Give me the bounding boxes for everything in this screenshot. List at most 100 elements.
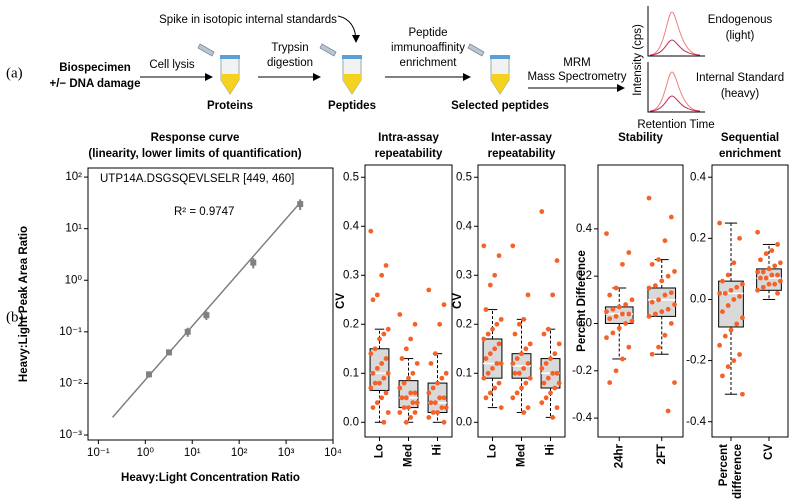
y-tick-label: 0.2 xyxy=(456,318,472,330)
data-point xyxy=(443,370,449,376)
data-point xyxy=(760,269,766,275)
data-point xyxy=(443,405,449,410)
data-point xyxy=(775,242,780,247)
data-point xyxy=(485,370,491,376)
data-point xyxy=(383,390,389,396)
data-point xyxy=(519,385,524,391)
data-point xyxy=(758,257,763,263)
y-tick-label: 0.3 xyxy=(456,269,472,281)
data-point xyxy=(514,356,520,361)
data-point xyxy=(397,312,403,317)
step-label: immunoaffinity xyxy=(391,42,465,54)
plot-frame xyxy=(87,167,334,441)
data-point xyxy=(374,365,380,371)
x-axis-label: Heavy:Light Concentration Ratio xyxy=(121,472,300,484)
y-tick-label: 0.0 xyxy=(456,416,472,428)
data-point xyxy=(662,332,668,338)
y-tick-label: -0.4 xyxy=(572,412,592,424)
y-tick-label: 10⁻² xyxy=(59,377,82,389)
data-point xyxy=(668,321,674,326)
data-point xyxy=(717,342,722,348)
data-point xyxy=(543,361,549,366)
plot-frame xyxy=(477,164,566,438)
data-point xyxy=(659,309,665,315)
y-tick-label: 0.2 xyxy=(576,270,592,282)
data-point xyxy=(629,297,635,303)
box xyxy=(482,338,503,379)
data-point xyxy=(734,284,740,290)
data-point xyxy=(652,283,658,289)
data-point xyxy=(769,248,775,253)
data-point xyxy=(610,330,616,336)
step-label: enrichment xyxy=(400,57,458,69)
data-point xyxy=(374,292,380,298)
data-point xyxy=(412,410,418,415)
data-point xyxy=(545,326,551,332)
data-point xyxy=(401,405,407,410)
y-tick-label: -0.2 xyxy=(572,365,592,377)
data-point xyxy=(385,410,391,415)
data-point xyxy=(613,285,619,291)
data-point xyxy=(610,306,616,312)
arrow xyxy=(337,15,360,43)
step-label: +/− DNA damage xyxy=(50,78,141,90)
data-point xyxy=(426,390,432,396)
data-point xyxy=(552,385,558,391)
data-point xyxy=(652,311,658,317)
data-point xyxy=(613,313,619,319)
data-point xyxy=(760,284,766,290)
tube-icon xyxy=(341,54,363,95)
data-point xyxy=(620,311,625,317)
data-point xyxy=(763,251,769,257)
data-point xyxy=(414,361,420,366)
x-tick-label: Lo xyxy=(374,444,386,458)
data-point xyxy=(377,336,382,342)
data-point xyxy=(483,307,489,312)
data-point xyxy=(740,281,745,287)
data-point xyxy=(374,400,380,406)
data-point xyxy=(550,292,556,298)
data-point xyxy=(410,400,416,406)
step-label: Trypsin xyxy=(271,42,308,54)
x-tick-label: Med xyxy=(403,444,415,467)
chart-title: Sequential xyxy=(721,132,779,144)
data-point xyxy=(539,365,545,371)
data-point xyxy=(717,220,722,226)
data-point xyxy=(184,328,191,335)
panel-a: (a) Biospecimen +/− DNA damage Cell lysi… xyxy=(6,6,784,131)
chart-title: Intra-assay xyxy=(378,132,439,144)
data-point xyxy=(539,209,545,214)
data-point xyxy=(430,410,436,415)
data-point xyxy=(543,395,549,401)
x-tick-label: Hi xyxy=(432,444,444,456)
data-point xyxy=(481,375,487,381)
data-point xyxy=(662,292,668,298)
data-point xyxy=(370,370,376,376)
pipette-icon xyxy=(319,43,337,57)
data-point xyxy=(656,297,661,303)
data-point xyxy=(385,326,391,332)
data-point xyxy=(755,229,760,235)
data-point xyxy=(490,326,495,332)
chart-title: Stability xyxy=(618,132,663,144)
data-point xyxy=(550,414,556,420)
data-point xyxy=(381,331,387,337)
data-point xyxy=(613,368,619,374)
data-point xyxy=(665,408,671,414)
data-point xyxy=(250,259,257,266)
step-label: Mass Spectrometry xyxy=(527,71,626,83)
data-point xyxy=(550,370,556,376)
data-point xyxy=(521,410,527,415)
step-label: Cell lysis xyxy=(149,59,195,71)
data-point xyxy=(626,311,632,317)
data-point xyxy=(740,315,745,321)
data-point xyxy=(437,321,443,327)
data-point xyxy=(775,272,780,278)
data-point xyxy=(607,316,613,322)
x-tick-label: 10⁰ xyxy=(137,447,155,459)
data-point xyxy=(541,331,547,337)
plot-frame xyxy=(597,164,684,438)
data-point xyxy=(426,414,432,420)
data-point xyxy=(490,365,495,371)
data-point xyxy=(441,302,447,308)
